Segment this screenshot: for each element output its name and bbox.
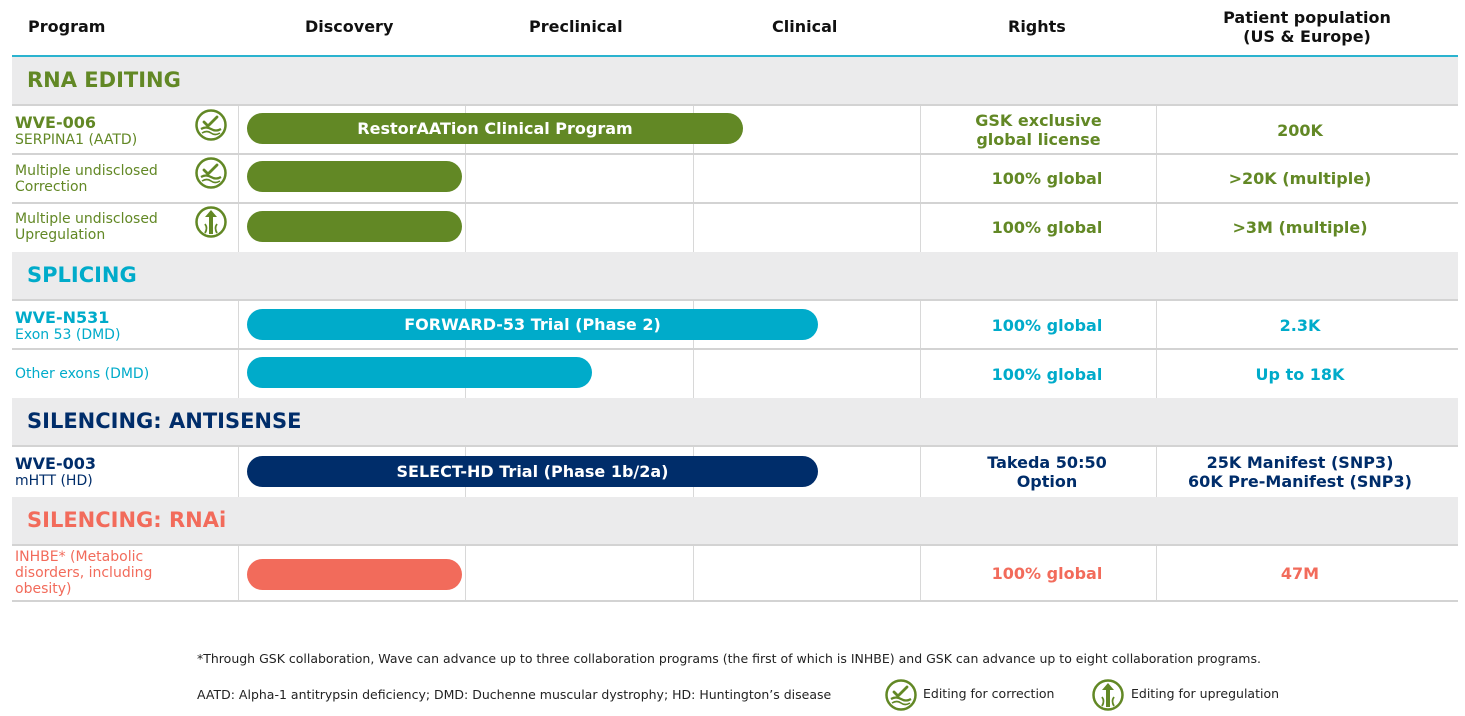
program-title: INHBE* (Metabolic: [15, 549, 144, 565]
rights-cell: GSK exclusive global license: [922, 111, 1155, 149]
program-target: Exon 53 (DMD): [15, 327, 121, 343]
pipeline-bar: RestorAATion Clinical Program: [247, 113, 743, 144]
editing-correction-icon: [195, 157, 227, 189]
pipeline-bar: SELECT-HD Trial (Phase 1b/2a): [247, 456, 818, 487]
population-cell: >20K (multiple): [1228, 169, 1372, 188]
section-band-antisense: SILENCING: ANTISENSE: [12, 398, 1458, 445]
population-cell: 2.3K: [1279, 316, 1321, 335]
program-target: Correction: [15, 179, 88, 195]
grid-col-rights: [1156, 105, 1157, 253]
population-cell: 47M: [1280, 564, 1320, 583]
pipeline-bar: [247, 211, 462, 242]
section-band-rnai: SILENCING: RNAi: [12, 497, 1458, 544]
row-divider: [12, 202, 1458, 204]
row-divider: [12, 104, 1458, 106]
program-title: Multiple undisclosed: [15, 211, 158, 227]
editing-upregulation-icon: [195, 206, 227, 238]
row-divider: [12, 153, 1458, 155]
section-title-splicing: SPLICING: [27, 263, 137, 287]
population-line1: 25K Manifest (SNP3): [1206, 453, 1394, 472]
grid-col-rights: [1156, 446, 1157, 497]
footnote-abbreviations: AATD: Alpha-1 antitrypsin deficiency; DM…: [197, 687, 832, 702]
grid-col-clinical: [920, 446, 921, 497]
header-population-line2: (US & Europe): [1243, 27, 1371, 46]
rights-line1: GSK exclusive: [975, 111, 1102, 130]
section-band-splicing: SPLICING: [12, 252, 1458, 299]
rights-line1: Takeda 50:50: [987, 453, 1107, 472]
grid-col-preclinical: [693, 105, 694, 253]
program-title: obesity): [15, 581, 72, 597]
grid-col-program: [238, 544, 239, 601]
editing-correction-icon: [195, 109, 227, 141]
section-title-rnai: SILENCING: RNAi: [27, 508, 227, 532]
rights-line2: Option: [1016, 472, 1078, 491]
header-population-line1: Patient population: [1223, 8, 1391, 27]
header-rights: Rights: [1008, 17, 1066, 36]
population-cell: >3M (multiple): [1232, 218, 1368, 237]
rights-cell: 100% global: [991, 316, 1103, 335]
grid-col-discovery: [465, 544, 466, 601]
program-name: WVE-003 mHTT (HD): [15, 454, 96, 490]
population-cell: 200K: [1277, 121, 1323, 140]
grid-col-program: [238, 105, 239, 253]
header-divider: [12, 55, 1458, 57]
header-preclinical: Preclinical: [529, 17, 623, 36]
row-divider: [12, 299, 1458, 301]
rights-cell: 100% global: [991, 218, 1103, 237]
row-divider: [12, 544, 1458, 546]
rights-cell: 100% global: [991, 564, 1103, 583]
rights-line2: global license: [976, 130, 1101, 149]
program-name: INHBE* (Metabolic disorders, including o…: [15, 549, 152, 597]
program-name: WVE-006 SERPINA1 (AATD): [15, 113, 138, 149]
program-title: disorders, including: [15, 565, 153, 581]
grid-col-program: [238, 446, 239, 497]
rights-cell: 100% global: [991, 169, 1103, 188]
row-divider: [12, 348, 1458, 350]
section-title-antisense: SILENCING: ANTISENSE: [27, 409, 302, 433]
header-program: Program: [28, 17, 106, 36]
population-cell: 25K Manifest (SNP3) 60K Pre-Manifest (SN…: [1158, 453, 1442, 491]
header-discovery: Discovery: [305, 17, 394, 36]
program-target: Upregulation: [15, 227, 106, 243]
program-name: WVE-N531 Exon 53 (DMD): [15, 308, 121, 344]
editing-correction-icon: [885, 679, 917, 711]
population-line2: 60K Pre-Manifest (SNP3): [1188, 472, 1412, 491]
pipeline-bar: FORWARD-53 Trial (Phase 2): [247, 309, 818, 340]
program-code: WVE-006: [15, 113, 96, 132]
section-title-rna-editing: RNA EDITING: [27, 68, 181, 92]
program-name: Multiple undisclosed Upregulation: [15, 211, 158, 243]
pipeline-bar: [247, 559, 462, 590]
pipeline-bar: [247, 357, 592, 388]
editing-upregulation-icon: [1092, 679, 1124, 711]
program-title: Other exons (DMD): [15, 366, 150, 382]
program-code: WVE-N531: [15, 308, 110, 327]
row-divider: [12, 445, 1458, 447]
table-bottom-border: [12, 600, 1458, 602]
header-clinical: Clinical: [772, 17, 838, 36]
rights-cell: Takeda 50:50 Option: [922, 453, 1172, 491]
population-cell: Up to 18K: [1255, 365, 1345, 384]
section-band-rna-editing: RNA EDITING: [12, 57, 1458, 104]
program-code: WVE-003: [15, 454, 96, 473]
grid-col-preclinical: [693, 544, 694, 601]
legend-upregulation-label: Editing for upregulation: [1131, 686, 1280, 701]
rights-cell: 100% global: [991, 365, 1103, 384]
grid-col-rights: [1156, 544, 1157, 601]
footnote-collaboration: *Through GSK collaboration, Wave can adv…: [197, 651, 1261, 666]
program-name: Multiple undisclosed Correction: [15, 163, 158, 195]
legend-correction-label: Editing for correction: [923, 686, 1055, 701]
program-name: Other exons (DMD): [15, 366, 149, 382]
grid-col-clinical: [920, 544, 921, 601]
program-title: Multiple undisclosed: [15, 163, 158, 179]
grid-col-discovery: [465, 105, 466, 253]
pipeline-bar: [247, 161, 462, 192]
program-target: SERPINA1 (AATD): [15, 132, 138, 148]
program-target: mHTT (HD): [15, 473, 93, 489]
header-population: Patient population (US & Europe): [1170, 8, 1444, 46]
grid-col-clinical: [920, 105, 921, 253]
